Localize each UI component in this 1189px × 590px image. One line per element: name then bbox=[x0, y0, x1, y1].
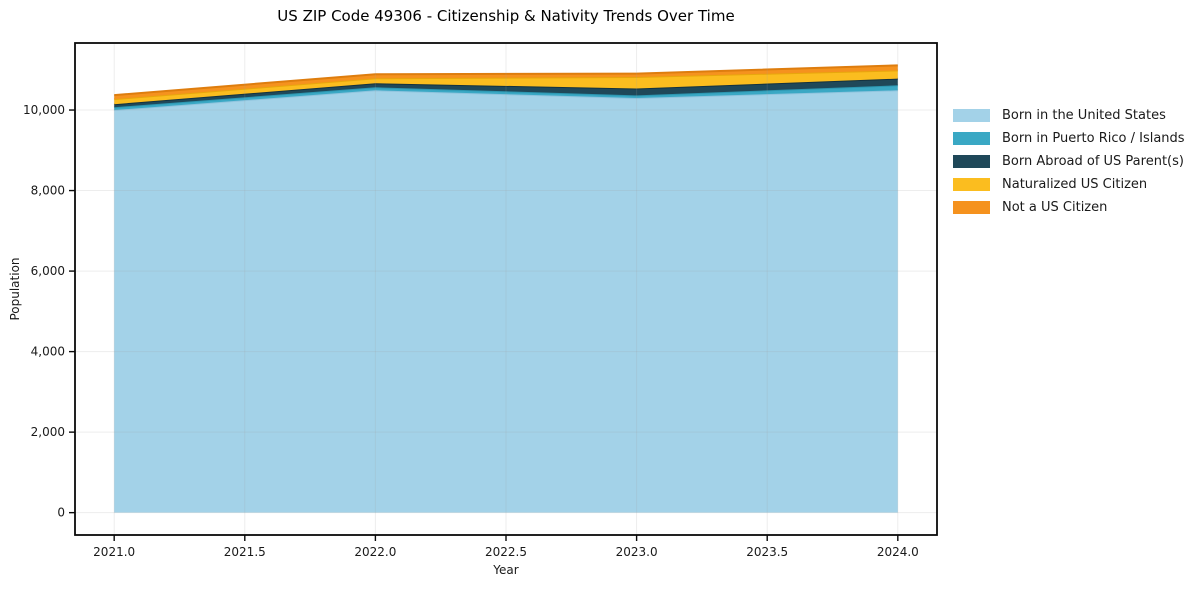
x-axis-label: Year bbox=[493, 563, 519, 577]
svg-text:2023.0: 2023.0 bbox=[616, 545, 658, 559]
legend-swatch bbox=[953, 201, 990, 214]
legend-label: Born in Puerto Rico / Islands bbox=[1002, 131, 1185, 146]
legend-label: Not a US Citizen bbox=[1002, 200, 1108, 215]
svg-text:10,000: 10,000 bbox=[23, 103, 65, 117]
svg-text:2022.5: 2022.5 bbox=[485, 545, 527, 559]
chart-title: US ZIP Code 49306 - Citizenship & Nativi… bbox=[277, 7, 735, 25]
svg-text:2023.5: 2023.5 bbox=[746, 545, 788, 559]
legend: Born in the United States Born in Puerto… bbox=[953, 104, 1185, 219]
legend-label: Born Abroad of US Parent(s) bbox=[1002, 154, 1184, 169]
legend-item: Born in Puerto Rico / Islands bbox=[953, 127, 1185, 150]
legend-label: Naturalized US Citizen bbox=[1002, 177, 1148, 192]
svg-text:8,000: 8,000 bbox=[31, 184, 65, 198]
legend-item: Naturalized US Citizen bbox=[953, 173, 1185, 196]
legend-swatch bbox=[953, 178, 990, 191]
legend-swatch bbox=[953, 155, 990, 168]
legend-item: Not a US Citizen bbox=[953, 196, 1185, 219]
svg-text:2022.0: 2022.0 bbox=[354, 545, 396, 559]
svg-text:0: 0 bbox=[57, 506, 65, 520]
legend-item: Born in the United States bbox=[953, 104, 1185, 127]
legend-label: Born in the United States bbox=[1002, 108, 1166, 123]
svg-text:2024.0: 2024.0 bbox=[877, 545, 919, 559]
svg-text:2,000: 2,000 bbox=[31, 425, 65, 439]
legend-swatch bbox=[953, 132, 990, 145]
svg-text:4,000: 4,000 bbox=[31, 345, 65, 359]
svg-text:2021.5: 2021.5 bbox=[224, 545, 266, 559]
svg-text:6,000: 6,000 bbox=[31, 264, 65, 278]
legend-item: Born Abroad of US Parent(s) bbox=[953, 150, 1185, 173]
legend-swatch bbox=[953, 109, 990, 122]
svg-text:2021.0: 2021.0 bbox=[93, 545, 135, 559]
